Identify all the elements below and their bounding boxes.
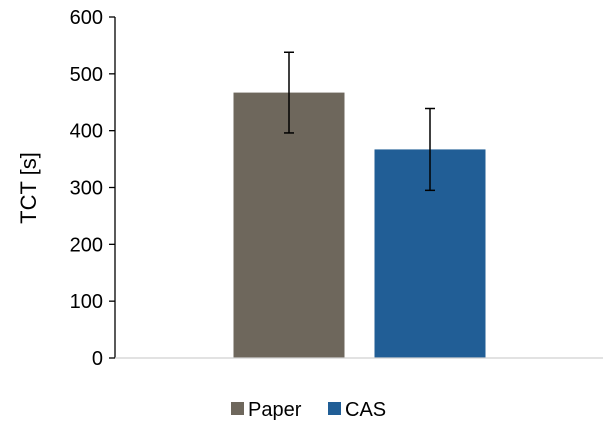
legend: Paper CAS — [231, 399, 386, 421]
legend-swatch-paper — [231, 402, 244, 415]
legend-swatch-cas — [328, 402, 341, 415]
bar-paper — [233, 92, 345, 359]
legend-label-paper: Paper — [248, 399, 302, 421]
error-bar-paper — [284, 51, 294, 134]
y-tick-label-6: 600 — [70, 7, 103, 29]
legend-item-cas: CAS — [328, 399, 386, 421]
y-tick-label-2: 200 — [70, 234, 103, 256]
y-tick-label-4: 400 — [70, 121, 103, 143]
y-tick-label-3: 300 — [70, 178, 103, 200]
legend-label-cas: CAS — [345, 399, 386, 421]
legend-item-paper: Paper — [231, 399, 302, 421]
y-axis-title: TCT [s] — [16, 152, 41, 224]
error-bar-cas — [425, 107, 435, 192]
y-axis-ticks: 0 100 200 300 400 500 600 — [70, 7, 115, 370]
y-tick-label-0: 0 — [92, 348, 103, 370]
error-bars — [284, 51, 435, 192]
y-tick-label-1: 100 — [70, 291, 103, 313]
bars — [233, 92, 486, 359]
y-tick-label-5: 500 — [70, 64, 103, 86]
